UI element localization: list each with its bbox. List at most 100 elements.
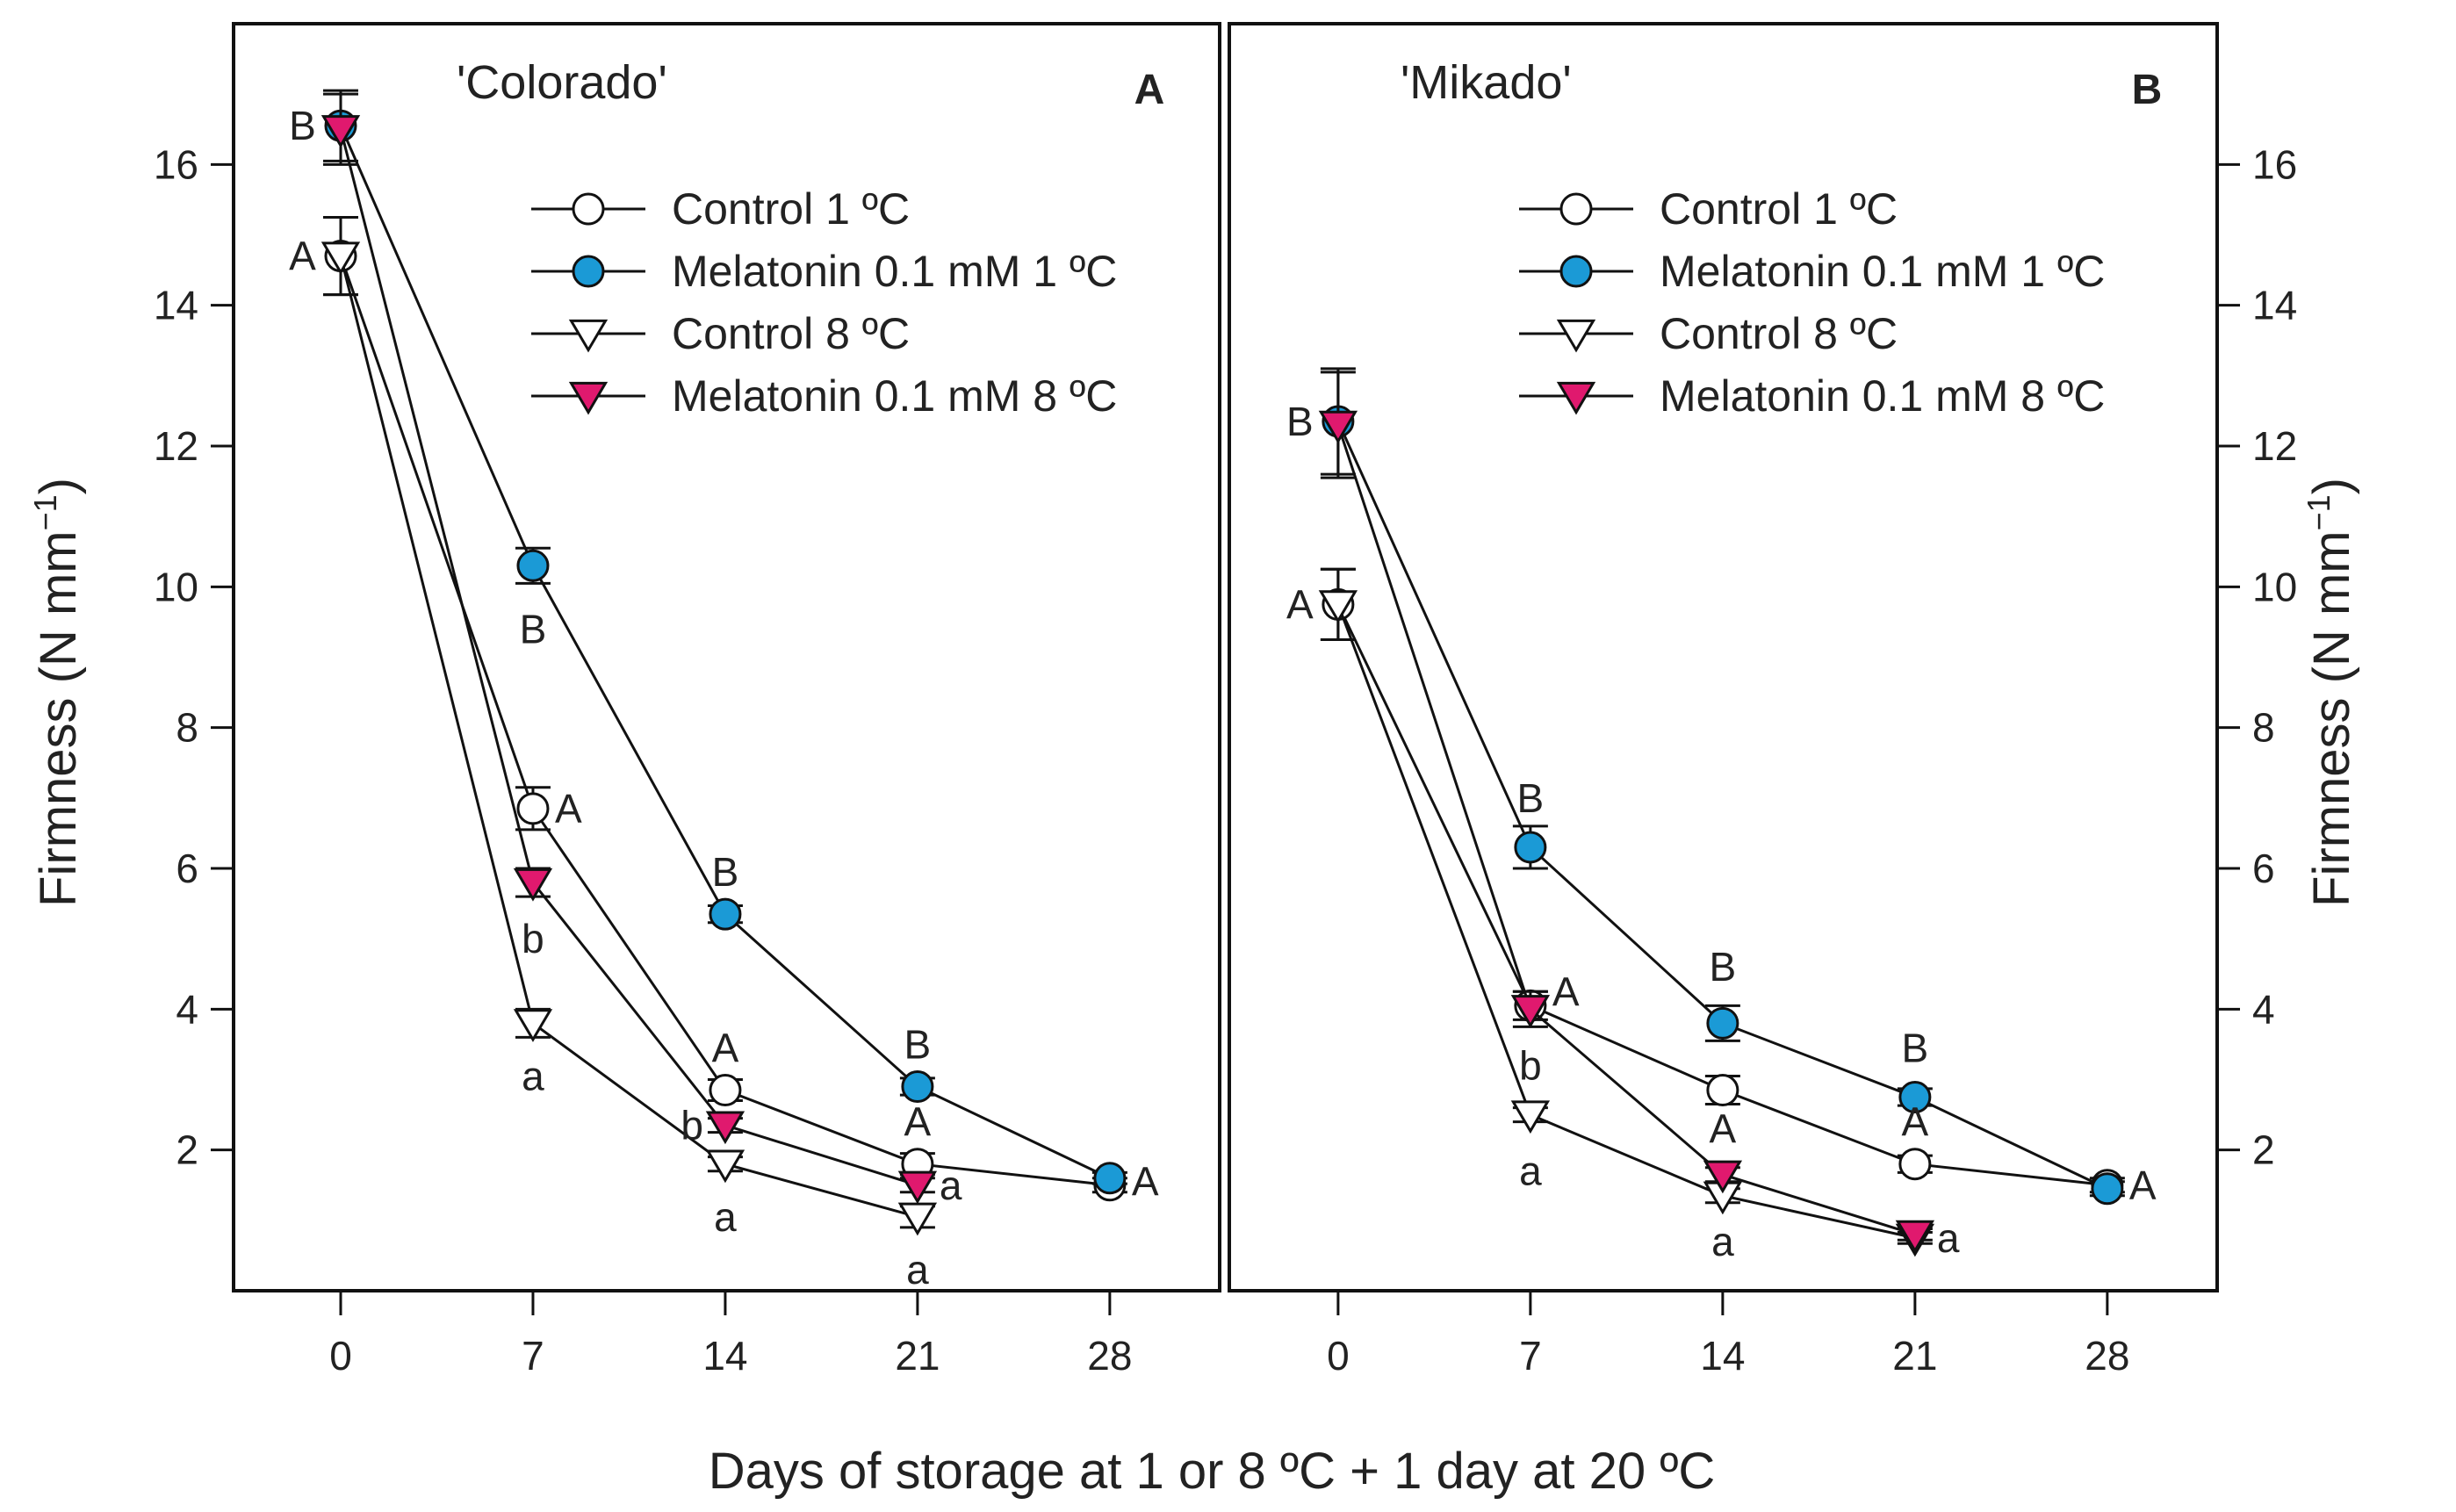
series-line (339, 256, 918, 1219)
data-point (705, 1111, 745, 1145)
legend-item: Melatonin 0.1 mM 1 ºC (1519, 247, 2105, 296)
legend-marker (1559, 192, 1593, 226)
legend-marker (572, 255, 605, 288)
data-point (1510, 1100, 1551, 1134)
data-point (897, 1170, 938, 1205)
y-axis-title: Firmness (N mm−1) (2301, 478, 2360, 907)
significance-letter: B (520, 606, 547, 652)
data-point (321, 115, 361, 148)
plot-frame (232, 22, 1221, 1292)
significance-letter: B (1286, 399, 1314, 444)
x-axis-title: Days of storage at 1 or 8 ºC + 1 day at … (709, 1443, 1716, 1500)
y-tick-label: 16 (154, 141, 198, 187)
legend-label: Control 1 ºC (672, 184, 910, 234)
series-line (1336, 424, 1916, 1236)
series-2 (321, 215, 938, 1236)
x-tick-label: 0 (329, 1333, 352, 1379)
x-tick-label: 7 (1519, 1333, 1542, 1379)
legend-item: Control 8 ºC (1519, 309, 1898, 358)
legend-label: Control 8 ºC (672, 309, 910, 358)
y-tick-label: 4 (176, 986, 198, 1032)
legend-label: Melatonin 0.1 mM 8 ºC (672, 371, 1117, 421)
panel-title: 'Mikado' (1401, 56, 1572, 109)
legend-label: Melatonin 0.1 mM 1 ºC (1660, 247, 2105, 296)
legend-marker (1556, 381, 1596, 415)
data-point (897, 1202, 938, 1236)
significance-letter: A (1286, 581, 1314, 627)
significance-letter: b (681, 1103, 703, 1148)
significance-letter: A (712, 1025, 739, 1070)
data-point (2091, 1172, 2124, 1206)
significance-letter: B (712, 849, 739, 895)
legend-item: Melatonin 0.1 mM 8 ºC (1519, 371, 2105, 421)
series-3 (1318, 371, 1935, 1254)
y-tick-label: 14 (154, 283, 198, 328)
legend-label: Control 8 ºC (1660, 309, 1898, 358)
y-tick-label: 6 (2252, 846, 2275, 891)
significance-letter: A (904, 1099, 932, 1145)
data-point (516, 549, 550, 582)
significance-letter: a (1711, 1219, 1734, 1264)
significance-letter: A (1552, 968, 1580, 1014)
legend-marker (568, 381, 609, 415)
significance-letter: b (522, 916, 544, 961)
legend-marker (568, 319, 609, 353)
significance-letter: A (2129, 1163, 2157, 1208)
legend-item: Control 1 ºC (531, 184, 910, 234)
legend-label: Control 1 ºC (1660, 184, 1898, 234)
legend-item: Melatonin 0.1 mM 1 ºC (531, 247, 1117, 296)
significance-letter: A (1902, 1099, 1929, 1145)
x-tick-label: 28 (2085, 1333, 2129, 1379)
data-point (709, 897, 742, 931)
significance-letter: B (1517, 775, 1545, 821)
data-point (1703, 1160, 1743, 1194)
data-point (321, 241, 361, 276)
x-tick-label: 14 (702, 1333, 747, 1379)
panel-title: 'Colorado' (457, 56, 667, 109)
data-point (1706, 1006, 1739, 1040)
legend-label: Melatonin 0.1 mM 8 ºC (1660, 371, 2105, 421)
series-2 (1318, 567, 1935, 1257)
y-axis-title: Firmness (N mm−1) (27, 478, 87, 907)
y-tick-label: 2 (2252, 1127, 2275, 1173)
significance-letter: B (1710, 944, 1737, 990)
significance-letter: A (289, 234, 316, 279)
data-point (1514, 831, 1547, 864)
panel-label: A (1134, 67, 1165, 113)
significance-letter: a (714, 1194, 737, 1240)
legend-marker (1559, 255, 1593, 288)
legend-marker (1556, 319, 1596, 353)
x-tick-label: 0 (1327, 1333, 1350, 1379)
y-tick-label: 8 (2252, 705, 2275, 751)
data-point (1318, 410, 1358, 444)
x-tick-label: 7 (522, 1333, 544, 1379)
y-tick-label: 16 (2252, 141, 2297, 187)
significance-letter: a (1937, 1215, 1960, 1261)
y-tick-label: 4 (2252, 986, 2275, 1032)
data-point (516, 792, 550, 825)
x-tick-label: 28 (1087, 1333, 1132, 1379)
x-tick-label: 21 (1892, 1333, 1937, 1379)
series-line (339, 128, 918, 1187)
significance-letter: A (1132, 1159, 1159, 1205)
series-3 (321, 92, 938, 1205)
legend-item: Melatonin 0.1 mM 8 ºC (531, 371, 1117, 421)
data-point (1898, 1148, 1932, 1181)
significance-letter: B (289, 103, 316, 148)
significance-letter: A (1710, 1106, 1737, 1152)
legend-item: Control 1 ºC (1519, 184, 1898, 234)
data-point (1895, 1220, 1935, 1254)
data-point (513, 1009, 553, 1042)
data-point (1706, 1074, 1739, 1107)
legend-label: Melatonin 0.1 mM 1 ºC (672, 247, 1117, 296)
legend-marker (572, 192, 605, 226)
data-point (709, 1074, 742, 1107)
y-tick-label: 2 (176, 1127, 198, 1173)
significance-letter: a (940, 1163, 962, 1208)
significance-letter: b (1519, 1042, 1542, 1088)
panel-label: B (2132, 67, 2163, 113)
data-point (705, 1149, 745, 1184)
significance-letter: B (1902, 1025, 1929, 1070)
y-tick-label: 10 (2252, 564, 2297, 609)
